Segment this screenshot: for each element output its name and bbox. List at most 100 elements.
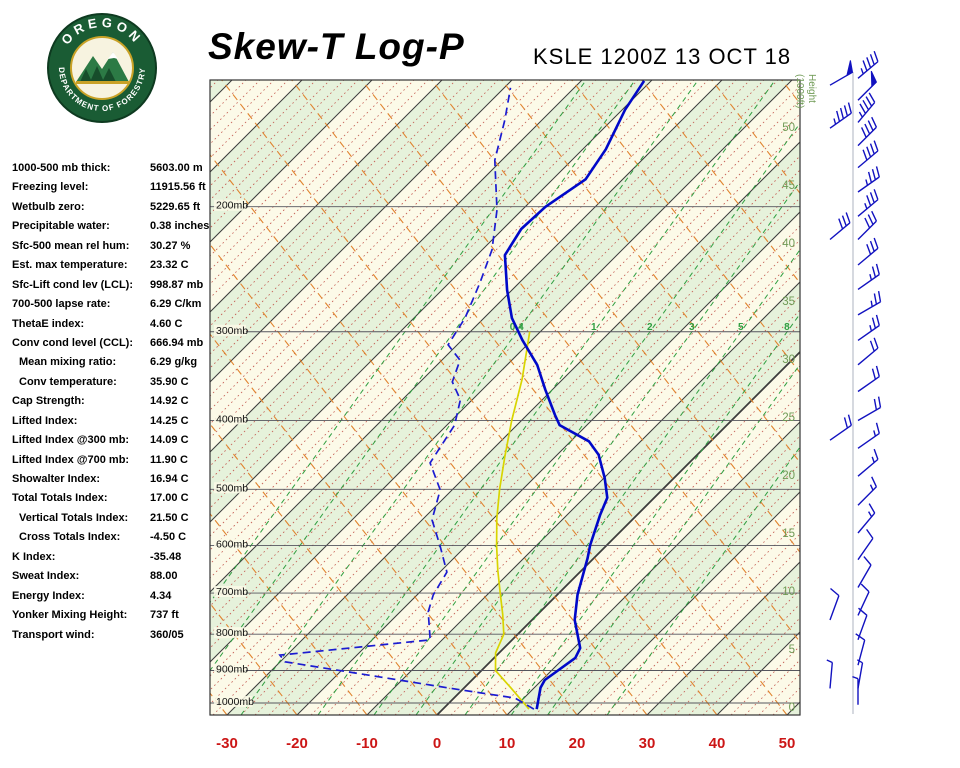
index-label: Yonker Mixing Height: xyxy=(12,609,128,622)
index-row: Mean mixing ratio: 6.29 g/kg xyxy=(12,356,212,375)
minor-isotherm-line xyxy=(0,80,120,715)
temp-axis-label: -10 xyxy=(356,735,378,752)
mixing-ratio-label: 5 xyxy=(738,322,744,333)
pressure-label: 200mb xyxy=(216,200,248,212)
index-value: 5603.00 m xyxy=(150,162,203,174)
wind-barb xyxy=(857,290,882,316)
mixing-ratio-line xyxy=(606,446,800,715)
minor-isotherm-line xyxy=(0,80,176,715)
dry-adiabat-line xyxy=(501,80,800,464)
index-label: 1000-500 mb thick: xyxy=(12,162,111,174)
height-axis-title: Height xyxy=(806,74,817,103)
pressure-label-bg xyxy=(214,324,246,336)
index-label: Cross Totals Index: xyxy=(19,531,121,544)
dry-adiabat-line xyxy=(210,243,578,715)
index-row: Freezing level: 11915.56 ft xyxy=(12,181,212,200)
pressure-label-bg xyxy=(214,199,246,211)
index-label: Sfc-500 mean rel hum: xyxy=(12,239,130,252)
index-row: Precipitable water: 0.38 inches xyxy=(12,220,212,239)
index-value: 14.92 C xyxy=(150,395,189,408)
wind-barb xyxy=(857,337,879,366)
pressure-label: 600mb xyxy=(216,538,248,550)
dewpoint-trace xyxy=(278,87,535,710)
index-label: Energy Index: xyxy=(12,589,85,602)
major-isotherm-line xyxy=(0,80,162,715)
index-value: 5229.65 ft xyxy=(150,200,201,213)
temp-axis-label: -30 xyxy=(216,735,238,752)
index-row: Total Totals Index: 17.00 C xyxy=(12,492,212,511)
wind-barb xyxy=(857,365,880,393)
logo-banner xyxy=(76,81,129,84)
index-value: 17.00 C xyxy=(150,492,189,505)
pressure-label: 500mb xyxy=(216,482,248,494)
mixing-ratio-line xyxy=(415,180,800,715)
pressure-label-bg xyxy=(214,538,246,550)
dry-adiabat-line xyxy=(210,423,438,715)
index-label: ThetaE index: xyxy=(12,317,85,330)
mixing-ratio-line xyxy=(210,80,587,604)
temp-band xyxy=(0,80,162,715)
index-row: Yonker Mixing Height: 737 ft xyxy=(12,609,212,628)
index-label: K Index: xyxy=(12,550,56,563)
dry-adiabats xyxy=(210,80,800,715)
index-label: Conv temperature: xyxy=(19,375,117,388)
dry-adiabat-line xyxy=(210,692,228,715)
index-value: -35.48 xyxy=(150,550,182,563)
index-value: 11.90 C xyxy=(150,453,188,466)
logo-mountain xyxy=(76,52,129,82)
index-label: Mean mixing ratio: xyxy=(19,356,117,369)
dry-adiabat-line xyxy=(361,80,800,643)
wind-barb xyxy=(829,102,852,129)
index-value: 6.29 C/km xyxy=(150,298,202,311)
major-isotherm-line xyxy=(210,80,583,453)
minor-isotherm-line xyxy=(0,80,106,715)
sounding-traces xyxy=(278,80,646,710)
index-row: K Index: -35.48 xyxy=(12,551,212,570)
index-value: 35.90 C xyxy=(150,375,189,388)
major-isotherm-line xyxy=(366,281,800,715)
major-isotherm-line xyxy=(296,211,800,715)
index-value: 14.25 C xyxy=(150,414,189,427)
minor-isotherm-line xyxy=(0,80,190,715)
wind-barb xyxy=(855,633,866,666)
index-value: 4.34 xyxy=(150,589,172,602)
minor-isotherm-line xyxy=(801,80,960,715)
major-isotherm-line xyxy=(506,421,800,715)
index-label: Lifted Index @700 mb: xyxy=(12,453,130,466)
pressure-label-bg xyxy=(214,482,246,494)
temp-axis-label: 10 xyxy=(499,735,516,752)
major-isotherm-line xyxy=(226,141,800,715)
wind-barb xyxy=(857,263,880,290)
mixing-ratio-line xyxy=(210,80,636,672)
temp-axis-label: 0 xyxy=(433,735,441,752)
minor-isotherm-line xyxy=(815,80,960,715)
pressure-label: 800mb xyxy=(216,627,248,639)
height-axis-title-unit: (1000ft) xyxy=(794,74,805,108)
wind-barb-column-main xyxy=(852,50,882,705)
index-label: Transport wind: xyxy=(12,628,95,641)
index-row: Vertical Totals Index: 21.50 C xyxy=(12,512,212,531)
index-value: 23.32 C xyxy=(150,259,189,272)
wind-barb xyxy=(857,116,878,147)
minor-isotherm-line xyxy=(210,80,247,117)
dry-adiabat-line xyxy=(210,602,298,715)
wind-barb xyxy=(857,237,879,266)
dry-adiabat-line xyxy=(210,333,508,715)
major-isotherm-line xyxy=(210,80,513,383)
height-axis-label: 35 xyxy=(782,296,795,308)
index-value: 21.50 C xyxy=(150,511,189,524)
index-row: Cap Strength: 14.92 C xyxy=(12,395,212,414)
index-label: Lifted Index: xyxy=(12,414,78,427)
index-value: 998.87 mb xyxy=(150,278,204,291)
indices-panel: 1000-500 mb thick: 5603.00 m Freezing leve… xyxy=(12,162,212,648)
index-label: Wetbulb zero: xyxy=(12,200,85,213)
pressure-label: 900mb xyxy=(216,664,248,676)
pressure-label-bg xyxy=(214,413,246,425)
major-isotherm-line xyxy=(436,350,800,715)
index-label: Est. max temperature: xyxy=(12,259,128,272)
minor-isotherm-line xyxy=(843,80,960,715)
mixing-ratio-line xyxy=(317,80,776,715)
index-row: Lifted Index: 14.25 C xyxy=(12,415,212,434)
mixing-ratio-lines: 0.4 1 2 3 5 8 xyxy=(210,80,800,715)
